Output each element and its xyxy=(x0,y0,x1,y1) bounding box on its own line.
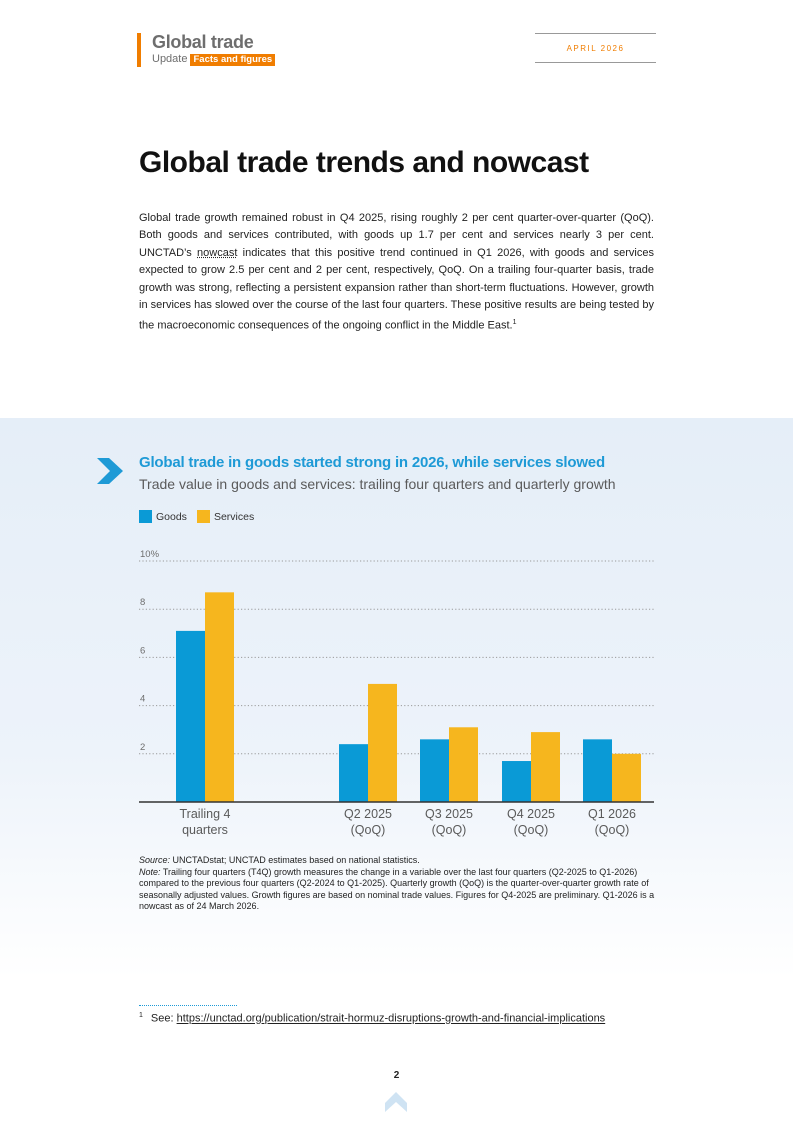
x-tick-label: (QoQ) xyxy=(595,823,630,837)
footnote-see: See: xyxy=(150,1012,177,1025)
y-tick-label: 6 xyxy=(140,645,145,656)
brand-tag: Facts and figures xyxy=(190,54,276,66)
bar-services xyxy=(449,727,478,802)
brand-title: Global trade xyxy=(152,32,254,52)
bar-chart-svg: 10% 8 6 4 2 Trailing 4 quarters Q2 2025 (QoQ) Q3 … xyxy=(139,549,654,837)
footnote-link[interactable]: https://unctad.org/publication/strait-ho… xyxy=(176,1012,606,1025)
y-tick-label: 8 xyxy=(140,597,145,608)
x-tick-label: Q3 2025 xyxy=(425,807,473,821)
legend-label-services: Services xyxy=(213,510,255,523)
chart-subtitle: Trade value in goods and services: trail… xyxy=(139,476,616,492)
x-tick-label: (QoQ) xyxy=(432,823,467,837)
legend-label-goods: Goods xyxy=(156,510,187,523)
bar-goods xyxy=(176,630,205,802)
bar-services xyxy=(368,683,397,802)
x-tick-label: Q4 2025 xyxy=(507,807,555,821)
intro-text-start: Global trade growth remained robust in Q… xyxy=(139,212,654,259)
bar-services xyxy=(205,592,234,802)
x-tick-label: (QoQ) xyxy=(514,823,549,837)
chart-legend: Goods Services xyxy=(139,510,264,523)
brand-update: Update xyxy=(152,53,188,65)
footnote-divider xyxy=(139,1005,237,1006)
chart-title: Global trade in goods started strong in … xyxy=(139,454,605,471)
bar-chart: 10% 8 6 4 2 Trailing 4 quarters Q2 2025 (QoQ) Q3 … xyxy=(139,540,659,845)
chevron-right-icon xyxy=(97,458,123,484)
x-tick-label: Trailing 4 xyxy=(180,807,231,821)
nowcast-link[interactable]: nowcast xyxy=(197,246,238,259)
y-tick-label: 4 xyxy=(140,694,145,705)
source-text: UNCTADstat; UNCTAD estimates based on na… xyxy=(170,855,420,865)
legend-item-goods: Goods xyxy=(139,510,187,523)
legend-item-services: Services xyxy=(196,510,255,523)
note-text: Trailing four quarters (T4Q) growth meas… xyxy=(139,866,655,912)
chart-source: Source: UNCTADstat; UNCTAD estimates bas… xyxy=(139,855,656,867)
page-number: 2 xyxy=(393,1070,400,1081)
bar-goods xyxy=(339,744,368,802)
bar-services xyxy=(612,753,641,802)
bar-goods xyxy=(583,739,612,802)
bar-services xyxy=(531,732,560,802)
bar-goods xyxy=(420,739,449,802)
page-title: Global trade trends and nowcast xyxy=(139,146,589,179)
arrow-up-icon[interactable] xyxy=(384,1090,408,1114)
note-label: Note: xyxy=(139,866,161,877)
source-label: Source: xyxy=(139,855,171,865)
legend-swatch-services xyxy=(196,510,210,523)
legend-swatch-goods xyxy=(139,510,152,523)
x-tick-label: (QoQ) xyxy=(351,823,386,837)
footnote: 1 See: https://unctad.org/publication/str… xyxy=(139,1012,605,1025)
y-tick-label: 2 xyxy=(140,742,145,753)
footnote-ref[interactable]: 1 xyxy=(512,319,517,327)
x-tick-label: Q1 2026 xyxy=(588,807,636,821)
brand-subtitle: Update Facts and figures xyxy=(152,53,276,66)
x-tick-label: Q2 2025 xyxy=(344,807,392,821)
issue-date: APRIL 2026 xyxy=(535,33,656,63)
brand-accent-bar xyxy=(137,33,141,67)
intro-text-end: indicates that this positive trend conti… xyxy=(139,246,654,333)
chart-notes: Source: UNCTADstat; UNCTAD estimates bas… xyxy=(139,855,656,913)
intro-paragraph: Global trade growth remained robust in Q… xyxy=(139,210,654,336)
chart-note: Note: Trailing four quarters (T4Q) growt… xyxy=(139,867,656,913)
x-tick-label: quarters xyxy=(182,823,228,837)
footnote-number: 1 xyxy=(139,1012,143,1019)
bar-goods xyxy=(502,761,531,802)
y-tick-label: 10% xyxy=(140,549,160,560)
